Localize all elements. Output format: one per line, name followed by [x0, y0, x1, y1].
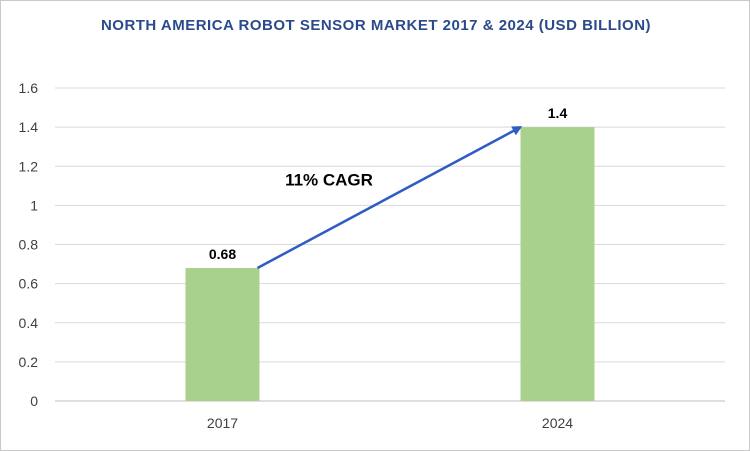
- y-tick-label: 1.6: [19, 80, 39, 96]
- cagr-annotation: 11% CAGR: [285, 171, 373, 190]
- bar-2017: [185, 267, 260, 401]
- y-tick-label: 1: [30, 197, 38, 213]
- y-tick-label: 0.6: [19, 276, 39, 292]
- y-tick-label: 0.4: [19, 315, 39, 331]
- cagr-arrow: [256, 126, 523, 270]
- y-tick-label: 0.2: [19, 354, 39, 370]
- x-tick-label: 2017: [207, 415, 238, 431]
- y-tick-label: 1.4: [19, 119, 39, 135]
- y-tick-label: 0.8: [19, 237, 39, 253]
- y-tick-label: 1.2: [19, 158, 39, 174]
- y-tick-label: 0: [30, 393, 38, 409]
- bar-2024: [520, 127, 595, 401]
- data-label: 1.4: [548, 105, 568, 121]
- x-tick-label: 2024: [542, 415, 573, 431]
- chart-title: NORTH AMERICA ROBOT SENSOR MARKET 2017 &…: [100, 17, 652, 34]
- data-label: 0.68: [209, 246, 236, 262]
